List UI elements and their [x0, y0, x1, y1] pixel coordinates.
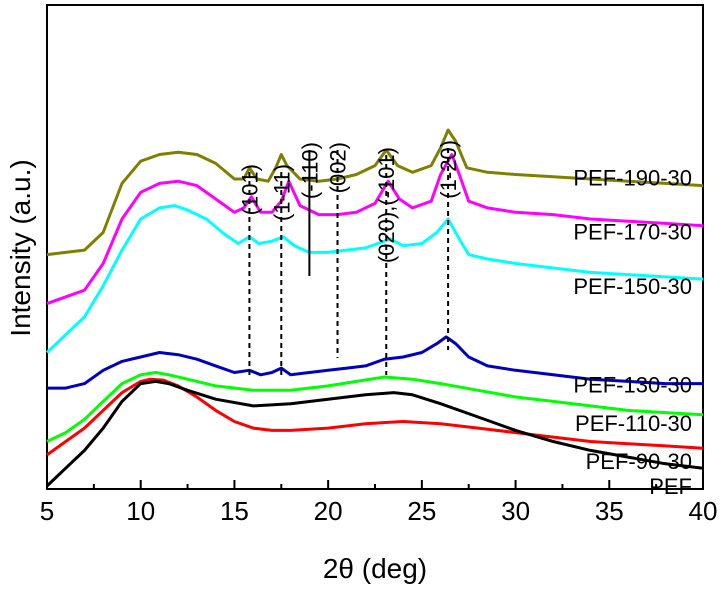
x-tick-label: 5 — [40, 496, 54, 526]
peak-label: (-110) — [297, 142, 322, 199]
series-line-pef-190-30 — [46, 128, 704, 257]
x-tick-label: 20 — [314, 496, 343, 526]
series-line-pef-130-30 — [47, 335, 703, 390]
series-line-pef-110-30 — [46, 371, 704, 443]
x-tick-label: 40 — [689, 496, 718, 526]
x-tick-label: 10 — [126, 496, 155, 526]
peak-label: (020),(-101) — [374, 147, 399, 263]
reference-lines — [248, 148, 450, 378]
x-tick-label: 15 — [220, 496, 249, 526]
series-label: PEF-130-30 — [573, 373, 692, 398]
peak-labels: (101) (1-11) (-110) (002) (020),(-101) (1-20) — [237, 140, 461, 263]
x-tick-label: 35 — [595, 496, 624, 526]
peak-label: (002) — [326, 142, 351, 193]
x-axis-title: 2θ (deg) — [323, 553, 427, 584]
series-line-pef — [45, 379, 704, 488]
series-line-pef-90-30 — [46, 377, 704, 457]
series-label: PEF-190-30 — [573, 166, 692, 191]
series-labels: PEF-190-30 PEF-170-30 PEF-150-30 PEF-130-30… — [573, 166, 692, 500]
series-label: PEF — [649, 474, 692, 499]
series-label: PEF-170-30 — [573, 220, 692, 245]
series-label: PEF-150-30 — [573, 274, 692, 299]
series-label: PEF-90-30 — [586, 449, 692, 474]
x-tick-label: 25 — [407, 496, 436, 526]
x-axis: 5 10 15 20 25 30 35 40 — [40, 480, 718, 526]
y-axis-title: Intensity (a.u.) — [5, 159, 36, 336]
series-group — [45, 128, 704, 488]
series-line-pef-170-30 — [46, 153, 704, 306]
peak-label: (1-20) — [436, 140, 461, 199]
x-tick-label: 30 — [501, 496, 530, 526]
series-label: PEF-110-30 — [575, 411, 692, 436]
peak-label: (101) — [237, 164, 262, 215]
peak-label: (1-11) — [269, 164, 294, 221]
